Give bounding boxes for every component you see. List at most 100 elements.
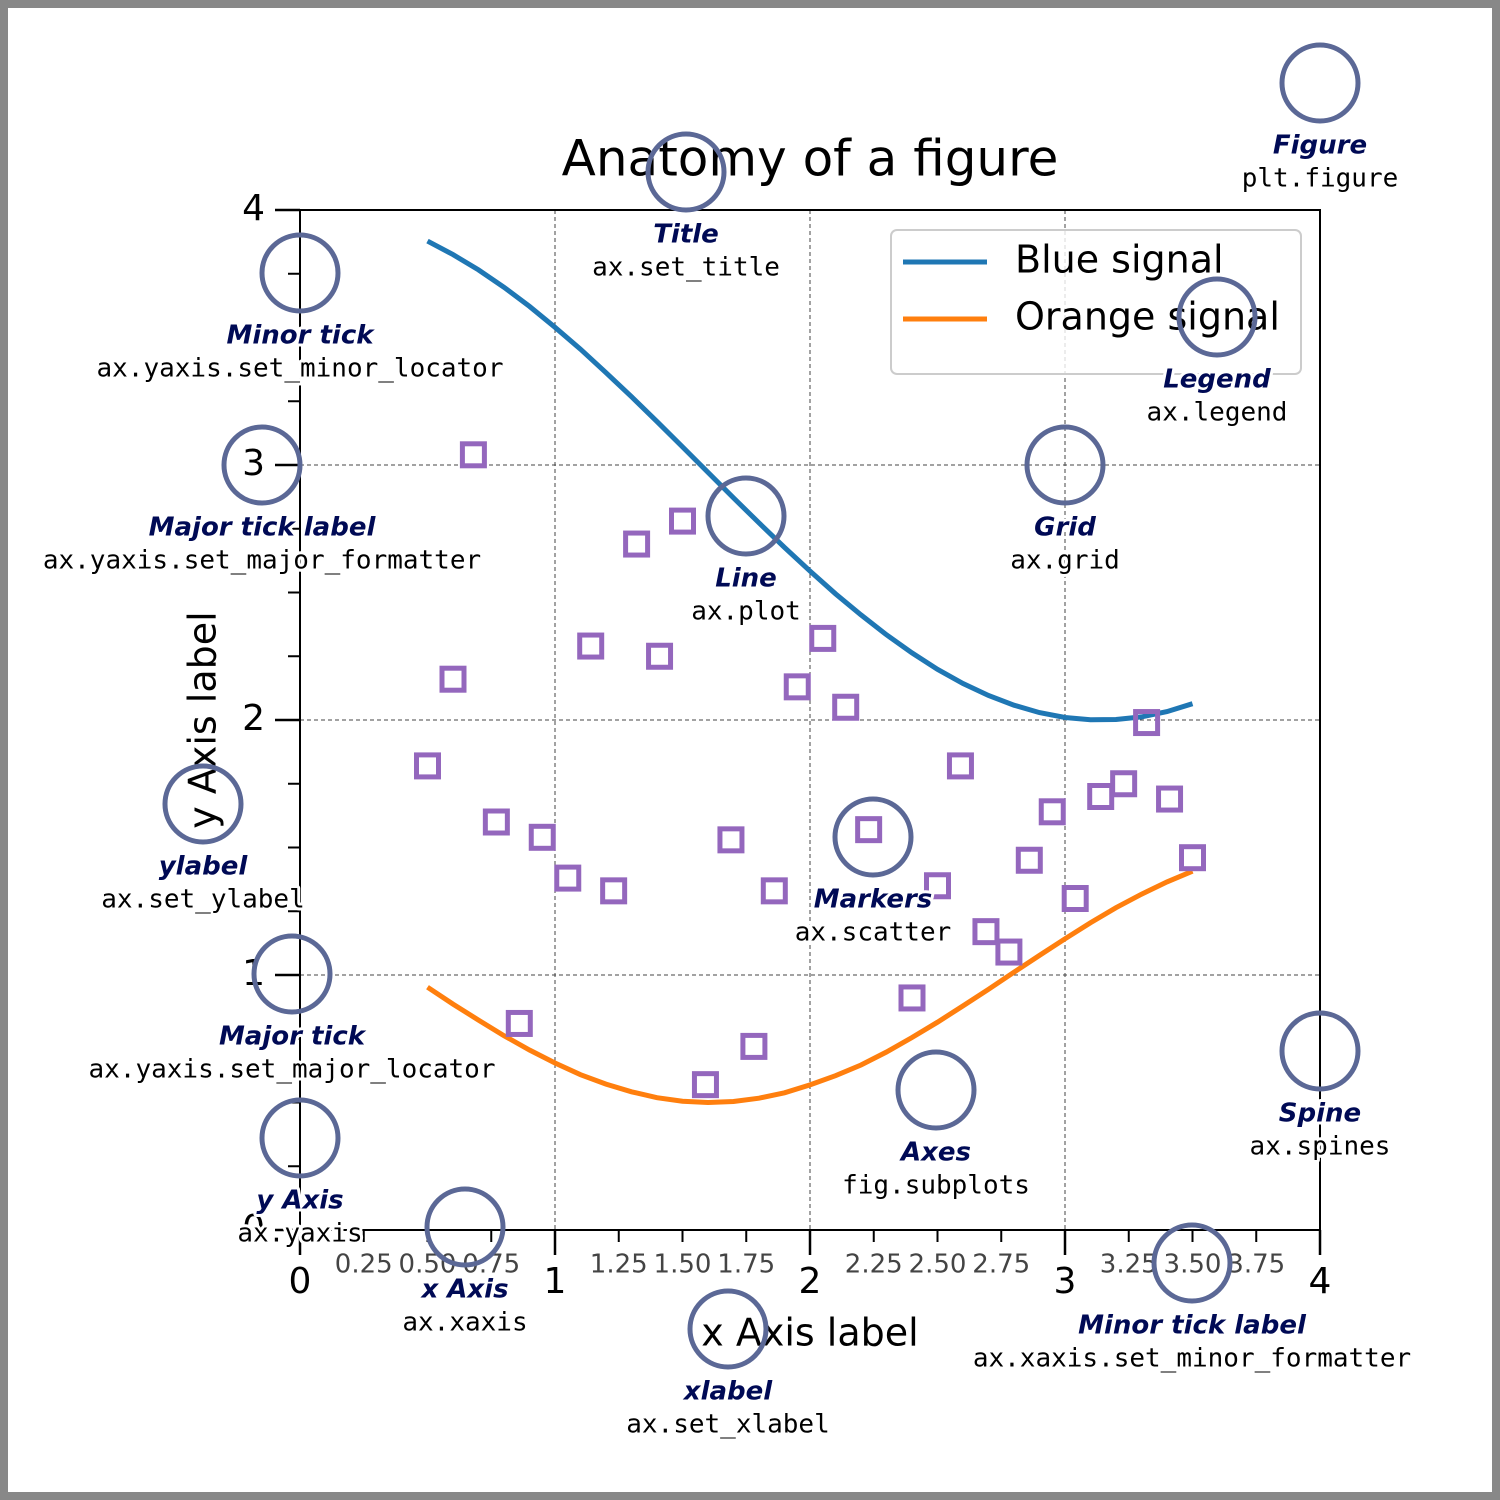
scatter-marker <box>946 752 974 780</box>
scatter-marker <box>646 642 674 670</box>
annotation-circle <box>259 232 341 314</box>
scatter-marker <box>623 530 651 558</box>
x-tick-label: 3 <box>1054 1261 1077 1302</box>
annotation-circle <box>1176 276 1258 358</box>
annotation-code: ax.spines <box>1250 1132 1391 1162</box>
annotation-circle <box>221 424 303 506</box>
annotation-circle <box>259 1097 341 1179</box>
y-tick-label: 0 <box>242 1208 265 1249</box>
y-tick-label: 2 <box>242 698 265 739</box>
scatter-marker <box>1133 709 1161 737</box>
scatter-marker <box>439 665 467 693</box>
scatter-marker <box>924 872 951 900</box>
annotation-circle <box>424 1186 506 1268</box>
annotation-title: Legend <box>1163 365 1271 395</box>
scatter-marker <box>1015 846 1043 874</box>
scatter-marker <box>972 918 1000 946</box>
scatter-marker <box>528 823 556 851</box>
annotation-circle <box>1279 1010 1361 1092</box>
annotation-circle <box>251 933 333 1015</box>
line-series <box>426 238 1194 723</box>
x-tick-label: 2 <box>799 1261 822 1302</box>
scatter-marker <box>577 632 605 660</box>
scatter-marker <box>459 441 487 469</box>
annotation-code: ax.grid <box>1010 546 1120 576</box>
x-tick-label: 4 <box>1309 1261 1332 1302</box>
scatter-marker <box>1179 844 1206 872</box>
annotation-circle <box>645 131 727 213</box>
scatter-marker <box>740 1032 768 1060</box>
annotation-code: ax.scatter <box>795 918 952 948</box>
scatter-marker <box>1061 885 1089 912</box>
scatter-marker <box>600 877 628 905</box>
scatter-marker <box>855 816 883 844</box>
annotation-circle <box>162 763 244 845</box>
annotation-title: x Axis <box>419 1275 508 1305</box>
annotation-title: xlabel <box>682 1377 773 1407</box>
annotation-code: ax.yaxis.set_major_locator <box>89 1055 496 1085</box>
annotation-title: Line <box>715 564 777 594</box>
scatter-marker <box>809 624 837 652</box>
x-minor-tick-label: 3.25 <box>1100 1250 1158 1280</box>
x-minor-tick-label: 2.25 <box>845 1250 903 1280</box>
legend-label: Blue signal <box>1015 238 1224 282</box>
scatter-marker <box>482 808 510 836</box>
annotation-title: y Axis <box>256 1186 343 1216</box>
legend-label: Orange signal <box>1015 295 1280 339</box>
annotation-code: plt.figure <box>1242 164 1399 194</box>
x-minor-tick-label: 1.25 <box>590 1250 648 1280</box>
annotation-title: ylabel <box>159 852 249 882</box>
annotation-title: Minor tick label <box>1078 1311 1307 1341</box>
x-tick-label: 1 <box>544 1261 567 1302</box>
x-tick-label: 0 <box>289 1261 312 1302</box>
scatter-marker <box>832 693 860 721</box>
chart-title: Anatomy of a figure <box>562 130 1059 188</box>
x-minor-tick-label: 0.25 <box>335 1250 393 1280</box>
y-tick-label: 4 <box>242 188 265 229</box>
annotation-title: Markers <box>814 885 933 915</box>
scatter-marker <box>898 984 926 1012</box>
y-tick-label: 3 <box>242 443 265 484</box>
x-minor-tick-label: 1.50 <box>654 1250 712 1280</box>
annotation-code: ax.set_xlabel <box>626 1410 830 1440</box>
annotation-code: ax.xaxis.set_minor_formatter <box>973 1344 1411 1374</box>
x-minor-tick-label: 3.75 <box>1227 1250 1285 1280</box>
annotation-circle <box>1151 1222 1233 1304</box>
annotation-title: Title <box>653 220 719 250</box>
x-minor-tick-label: 2.50 <box>909 1250 967 1280</box>
scatter-marker <box>669 507 696 535</box>
annotation-code: ax.xaxis <box>402 1308 527 1338</box>
annotation-code: ax.yaxis <box>237 1219 362 1249</box>
annotation-circle <box>1024 424 1106 506</box>
annotation-code: ax.yaxis.set_major_formatter <box>43 546 481 576</box>
annotation-circle <box>705 475 787 557</box>
annotation-circle <box>1279 42 1361 124</box>
x-minor-tick-label: 1.75 <box>717 1250 775 1280</box>
annotation-title: Major tick label <box>149 513 377 543</box>
annotation-title: Figure <box>1273 131 1367 161</box>
scatter-marker <box>691 1071 719 1099</box>
annotation-code: ax.yaxis.set_minor_locator <box>97 354 504 384</box>
x-minor-tick-label: 3.50 <box>1164 1250 1222 1280</box>
scatter-marker <box>783 673 811 701</box>
scatter-marker <box>505 1009 533 1037</box>
annotation-code: ax.legend <box>1147 398 1288 428</box>
annotation-code: ax.set_title <box>592 253 780 283</box>
annotation-title: Spine <box>1279 1099 1361 1129</box>
annotation-circle <box>832 796 914 878</box>
x-axis-label: x Axis label <box>701 1311 918 1355</box>
scatter-marker <box>1038 798 1066 826</box>
scatter-marker <box>995 938 1023 966</box>
scatter-marker <box>554 864 582 892</box>
annotation-circle <box>895 1049 977 1131</box>
annotation-title: Major tick <box>219 1022 367 1052</box>
annotation-title: Grid <box>1034 513 1096 543</box>
annotation-code: ax.set_ylabel <box>101 885 305 915</box>
annotation-code: fig.subplots <box>842 1171 1030 1201</box>
x-minor-tick-label: 2.75 <box>972 1250 1030 1280</box>
scatter-marker <box>414 752 441 780</box>
scatter-marker <box>1156 785 1184 813</box>
x-minor-tick-label: 0.50 <box>399 1250 457 1280</box>
annotation-code: ax.plot <box>691 597 801 627</box>
